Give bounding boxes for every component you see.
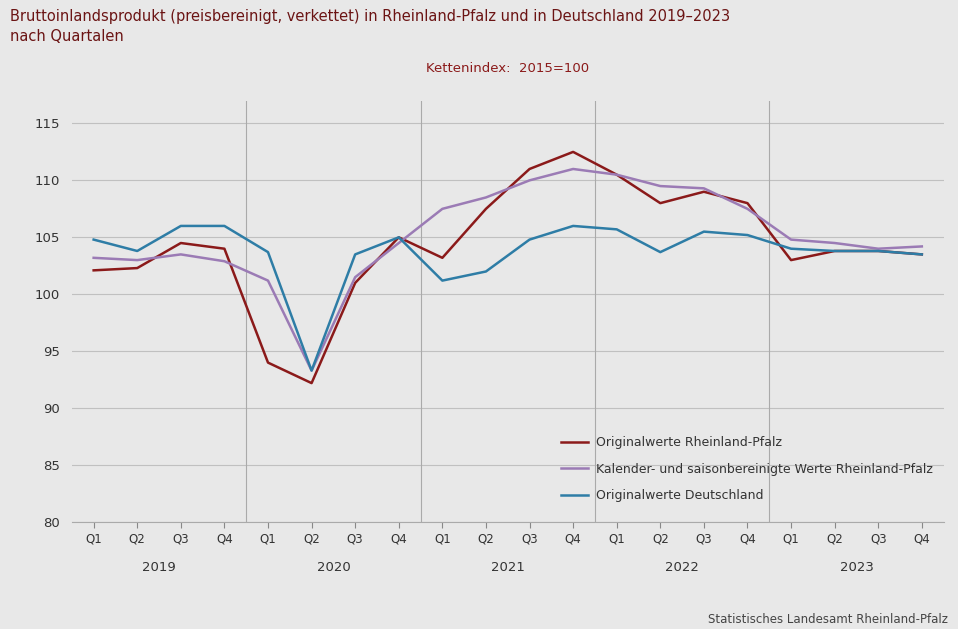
Text: 2020: 2020: [316, 561, 351, 574]
Text: 2023: 2023: [839, 561, 874, 574]
Text: 2019: 2019: [142, 561, 176, 574]
Text: 2021: 2021: [490, 561, 525, 574]
Text: Statistisches Landesamt Rheinland-Pfalz: Statistisches Landesamt Rheinland-Pfalz: [708, 613, 948, 626]
Text: Kettenindex:  2015=100: Kettenindex: 2015=100: [426, 62, 589, 75]
Text: 2022: 2022: [665, 561, 699, 574]
Legend: Originalwerte Rheinland-Pfalz, Kalender- und saisonbereinigte Werte Rheinland-Pf: Originalwerte Rheinland-Pfalz, Kalender-…: [556, 431, 937, 508]
Text: Bruttoinlandsprodukt (preisbereinigt, verkettet) in Rheinland-Pfalz und in Deuts: Bruttoinlandsprodukt (preisbereinigt, ve…: [10, 9, 730, 44]
